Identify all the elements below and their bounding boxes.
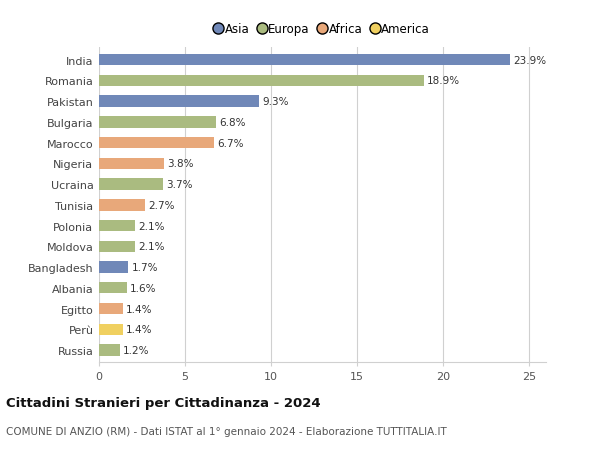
Text: COMUNE DI ANZIO (RM) - Dati ISTAT al 1° gennaio 2024 - Elaborazione TUTTITALIA.I: COMUNE DI ANZIO (RM) - Dati ISTAT al 1° … xyxy=(6,426,447,436)
Text: 2.1%: 2.1% xyxy=(138,221,164,231)
Bar xyxy=(99,200,145,211)
Bar xyxy=(99,117,216,129)
Bar xyxy=(99,55,510,66)
Bar xyxy=(99,241,135,252)
Text: 3.8%: 3.8% xyxy=(167,159,194,169)
Text: 2.7%: 2.7% xyxy=(149,201,175,210)
Text: Cittadini Stranieri per Cittadinanza - 2024: Cittadini Stranieri per Cittadinanza - 2… xyxy=(6,396,320,409)
Bar xyxy=(99,179,163,190)
Text: 9.3%: 9.3% xyxy=(262,97,289,107)
Text: 3.7%: 3.7% xyxy=(166,180,192,190)
Legend: Asia, Europa, Africa, America: Asia, Europa, Africa, America xyxy=(212,19,433,39)
Bar xyxy=(99,262,128,273)
Bar xyxy=(99,96,259,108)
Bar xyxy=(99,345,119,356)
Text: 23.9%: 23.9% xyxy=(513,56,546,66)
Bar xyxy=(99,158,164,170)
Text: 1.4%: 1.4% xyxy=(126,304,152,314)
Bar xyxy=(99,138,214,149)
Text: 6.8%: 6.8% xyxy=(219,118,245,128)
Text: 1.4%: 1.4% xyxy=(126,325,152,335)
Text: 2.1%: 2.1% xyxy=(138,242,164,252)
Bar xyxy=(99,220,135,232)
Text: 1.2%: 1.2% xyxy=(123,345,149,355)
Bar xyxy=(99,324,123,335)
Bar xyxy=(99,76,424,87)
Text: 1.6%: 1.6% xyxy=(130,283,156,293)
Text: 1.7%: 1.7% xyxy=(131,263,158,273)
Text: 6.7%: 6.7% xyxy=(217,138,244,148)
Text: 18.9%: 18.9% xyxy=(427,76,460,86)
Bar xyxy=(99,282,127,294)
Bar xyxy=(99,303,123,314)
